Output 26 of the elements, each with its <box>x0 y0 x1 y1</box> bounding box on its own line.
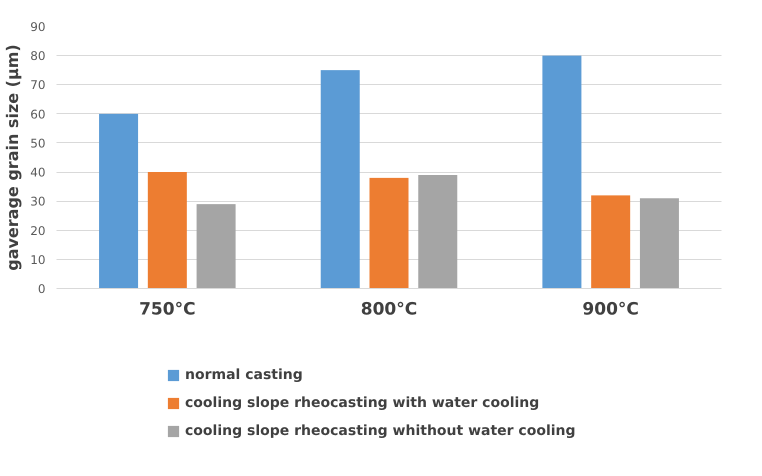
y-tick-label: 40 <box>30 166 46 180</box>
bar <box>369 178 409 288</box>
y-tick-label: 60 <box>30 107 46 122</box>
bar <box>640 198 679 288</box>
bar <box>591 195 630 288</box>
bar <box>418 174 458 288</box>
legend-label: normal casting <box>185 367 303 383</box>
bar <box>320 70 360 288</box>
x-tick-label: 900°C <box>582 300 639 320</box>
x-tick-label: 800°C <box>360 300 418 320</box>
y-tick-label: 0 <box>38 282 46 296</box>
y-tick-label: 70 <box>30 78 46 92</box>
y-tick-label: 30 <box>30 194 46 209</box>
bar <box>99 114 138 288</box>
y-tick-label: 10 <box>30 252 46 267</box>
legend-label: cooling slope rheocasting with water cooling <box>185 395 540 411</box>
x-tick-label: 750°C <box>139 300 196 320</box>
bar <box>542 56 582 288</box>
y-tick-label: 90 <box>30 20 46 34</box>
bar <box>148 172 187 288</box>
y-tick-label: 50 <box>30 136 46 150</box>
bar <box>196 204 236 288</box>
y-tick-label: 80 <box>30 49 46 64</box>
y-tick-label: 20 <box>30 224 46 238</box>
legend-label: cooling slope rheocasting whithout water cooling <box>185 423 576 439</box>
y-axis-title: gaverage grain size (µm) <box>3 44 22 271</box>
